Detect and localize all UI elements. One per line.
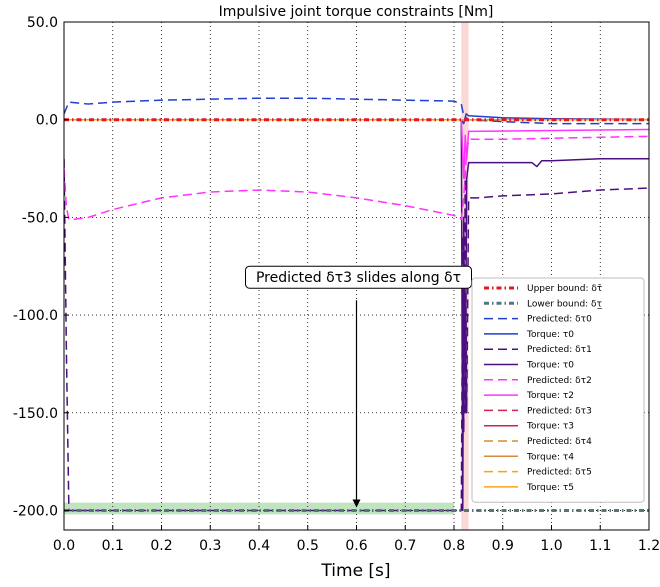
lower-bound-highlight-band: [64, 502, 454, 515]
annotation-text: Predicted δτ3 slides along δτ: [256, 270, 461, 286]
y-tick-label: 50.0: [27, 15, 58, 31]
x-tick-label: 1.1: [589, 538, 611, 554]
annotation-arrow-head: [352, 499, 361, 508]
x-tick-label: 0.4: [248, 538, 270, 554]
legend-label: Predicted: δτ3: [527, 406, 592, 416]
legend-label: Predicted: δτ5: [527, 468, 592, 478]
x-tick-label: 0.8: [443, 538, 465, 554]
legend-label: Torque: τ0: [526, 330, 574, 340]
legend-label: Torque: τ4: [526, 452, 574, 462]
series-line-2: [64, 97, 649, 125]
y-tick-label: 0.0: [36, 113, 58, 129]
x-axis-label: Time [s]: [320, 561, 390, 581]
x-tick-label: 0.0: [53, 538, 75, 554]
legend-label: Torque: τ0: [526, 361, 574, 371]
x-tick-label: 0.5: [297, 538, 319, 554]
y-tick-label: -50.0: [22, 210, 58, 226]
annotation-box: [245, 265, 472, 289]
y-tick-label: -200.0: [13, 503, 58, 519]
x-tick-label: 0.9: [492, 538, 514, 554]
legend-label: Predicted: δτ4: [527, 437, 592, 447]
x-tick-label: 0.2: [150, 538, 172, 554]
y-tick-label: -100.0: [13, 308, 58, 324]
legend-label: Predicted: δτ2: [527, 376, 592, 386]
x-tick-label: 0.1: [102, 538, 124, 554]
legend-label: Torque: τ5: [526, 483, 574, 493]
x-tick-label: 0.3: [199, 538, 221, 554]
legend-label: Predicted: δτ0: [527, 315, 592, 325]
y-tick-label: -150.0: [13, 406, 58, 422]
x-tick-label: 1.0: [540, 538, 562, 554]
series-line-4: [64, 158, 649, 512]
legend-label: Torque: τ2: [526, 391, 574, 401]
legend-label: Upper bound: δτ̄: [527, 284, 602, 294]
series-line-6: [64, 135, 649, 221]
series-line-5: [64, 118, 649, 512]
legend-label: Lower bound: δτ̲: [527, 299, 603, 309]
x-tick-label: 1.2: [638, 538, 660, 554]
x-tick-label: 0.6: [345, 538, 367, 554]
x-tick-label: 0.7: [394, 538, 416, 554]
chart-title: Impulsive joint torque constraints [Nm]: [219, 4, 494, 20]
legend-label: Torque: τ3: [526, 422, 574, 432]
legend-label: Predicted: δτ1: [527, 345, 592, 355]
